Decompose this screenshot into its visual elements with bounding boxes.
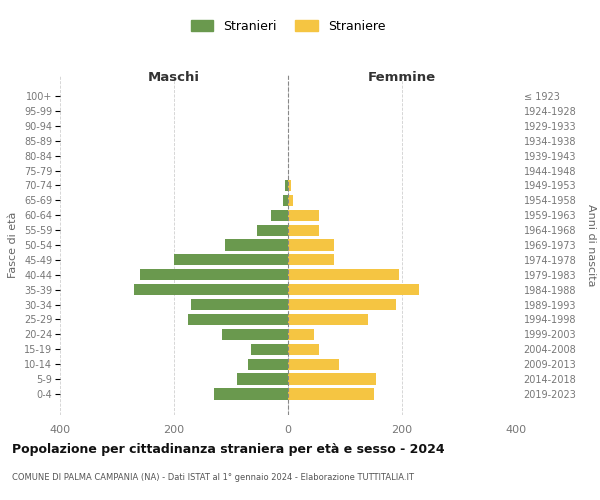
Y-axis label: Anni di nascita: Anni di nascita — [586, 204, 596, 286]
Bar — [251, 344, 288, 355]
Bar — [288, 284, 419, 296]
Text: Popolazione per cittadinanza straniera per età e sesso - 2024: Popolazione per cittadinanza straniera p… — [12, 442, 445, 456]
Bar — [223, 329, 288, 340]
Bar — [271, 210, 288, 221]
Bar — [288, 180, 291, 191]
Bar — [248, 358, 288, 370]
Bar — [288, 314, 368, 325]
Text: COMUNE DI PALMA CAMPANIA (NA) - Dati ISTAT al 1° gennaio 2024 - Elaborazione TUT: COMUNE DI PALMA CAMPANIA (NA) - Dati IST… — [12, 472, 414, 482]
Bar — [134, 284, 288, 296]
Bar — [191, 299, 288, 310]
Bar — [174, 254, 288, 266]
Y-axis label: Fasce di età: Fasce di età — [8, 212, 19, 278]
Bar — [226, 240, 288, 250]
Bar — [288, 240, 334, 250]
Bar — [288, 358, 340, 370]
Bar — [288, 329, 314, 340]
Text: Maschi: Maschi — [148, 71, 200, 84]
Bar — [288, 388, 373, 400]
Bar — [283, 194, 288, 206]
Bar — [285, 180, 288, 191]
Bar — [288, 344, 319, 355]
Bar — [140, 269, 288, 280]
Bar — [288, 194, 293, 206]
Legend: Stranieri, Straniere: Stranieri, Straniere — [191, 20, 385, 33]
Bar — [236, 374, 288, 384]
Bar — [214, 388, 288, 400]
Bar — [288, 210, 319, 221]
Bar — [288, 254, 334, 266]
Bar — [288, 299, 397, 310]
Bar — [288, 269, 399, 280]
Text: Femmine: Femmine — [368, 71, 436, 84]
Bar — [257, 224, 288, 235]
Bar — [288, 374, 376, 384]
Bar — [188, 314, 288, 325]
Bar — [288, 224, 319, 235]
